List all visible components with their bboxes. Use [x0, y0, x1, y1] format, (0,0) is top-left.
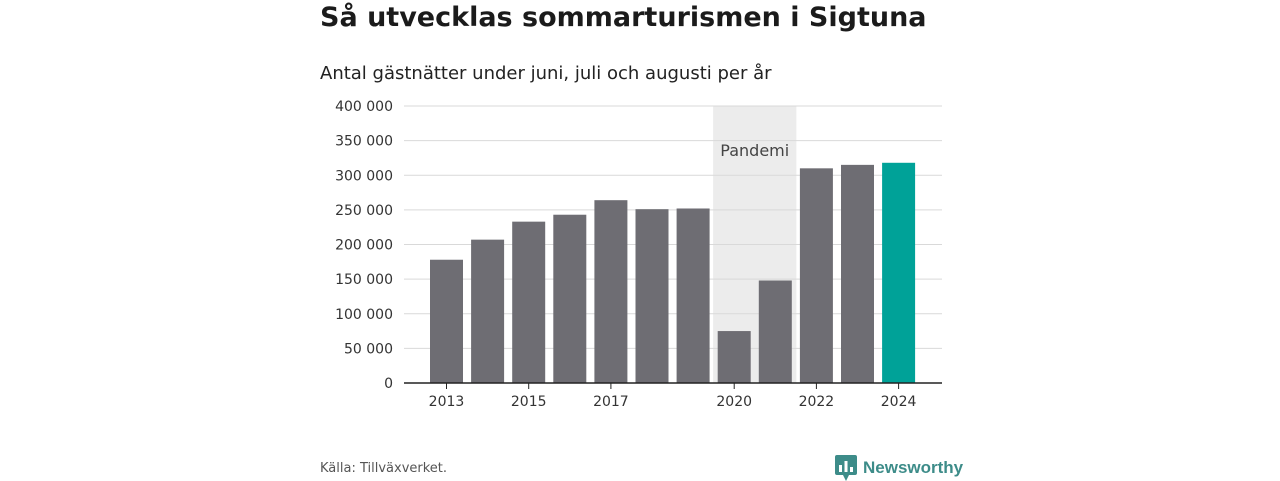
y-tick-label: 0 — [384, 376, 393, 392]
bar — [430, 259, 463, 383]
y-tick-label: 200 000 — [335, 238, 393, 254]
x-tick-label: 2024 — [881, 394, 917, 410]
bar — [512, 221, 546, 383]
y-tick-label: 250 000 — [335, 203, 393, 219]
brand-name: Newsworthy — [863, 458, 964, 477]
x-tick-label: 2022 — [799, 394, 835, 410]
bar — [471, 239, 505, 383]
y-tick-label: 350 000 — [335, 134, 393, 150]
bar — [553, 214, 587, 383]
bar — [841, 164, 874, 383]
chart-subtitle: Antal gästnätter under juni, juli och au… — [320, 63, 772, 84]
bar — [758, 280, 792, 383]
bar-highlight — [882, 162, 916, 383]
bar — [594, 200, 628, 383]
y-tick-label: 400 000 — [335, 99, 393, 115]
x-tick-label: 2015 — [511, 394, 547, 410]
y-tick-label: 150 000 — [335, 272, 393, 288]
chart-title: Så utvecklas sommarturismen i Sigtuna — [320, 2, 927, 33]
pandemic-label: Pandemi — [720, 141, 789, 160]
x-tick-label: 2017 — [593, 394, 629, 410]
y-tick-label: 50 000 — [344, 341, 393, 357]
bar — [635, 209, 669, 383]
brand-logo: Newsworthy — [835, 455, 963, 481]
newsworthy-logo-icon — [835, 455, 857, 481]
y-tick-label: 300 000 — [335, 168, 393, 184]
source-note: Källa: Tillväxverket. — [320, 461, 448, 476]
bar — [799, 168, 833, 383]
x-tick-label: 2013 — [429, 394, 465, 410]
y-tick-label: 100 000 — [335, 307, 393, 323]
x-tick-label: 2020 — [716, 394, 752, 410]
bar-chart: 0 50 000 100 000 150 000 200 000 250 000 300 0… — [335, 99, 942, 410]
bar — [676, 208, 710, 383]
bar — [717, 331, 751, 383]
